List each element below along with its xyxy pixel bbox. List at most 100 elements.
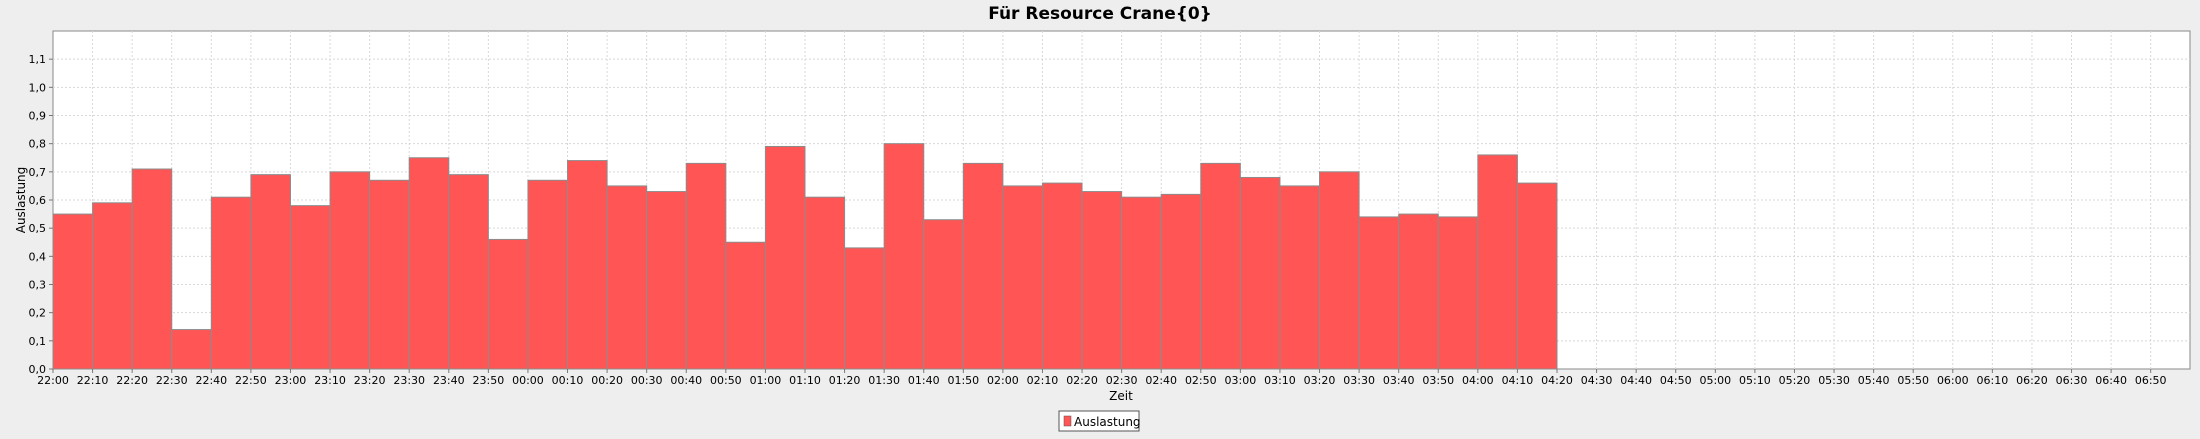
legend-label: Auslastung (1074, 415, 1141, 429)
x-tick-label: 00:50 (710, 374, 742, 387)
x-tick-label: 05:40 (1858, 374, 1890, 387)
x-tick-label: 04:30 (1581, 374, 1613, 387)
x-tick-label: 04:00 (1462, 374, 1494, 387)
bar (923, 219, 964, 370)
x-axis: 22:00 22:10 22:20 22:30 22:40 22:50 23:00 23:10… (37, 369, 2167, 387)
x-tick-label: 01:30 (868, 374, 900, 387)
bar (685, 162, 727, 370)
legend-box (1058, 410, 1140, 432)
x-tick-label: 00:40 (670, 374, 702, 387)
x-tick-label: 06:50 (2135, 374, 2167, 387)
x-tick-label: 22:20 (116, 374, 148, 387)
bar (764, 145, 806, 370)
bar (1081, 191, 1123, 370)
bar (1477, 154, 1518, 370)
bar (1239, 176, 1281, 370)
x-tick-label: 06:40 (2095, 374, 2127, 387)
y-tick-label: 0,5 (29, 222, 47, 235)
bar (52, 213, 94, 370)
x-tick-label: 06:20 (2016, 374, 2048, 387)
x-tick-label: 01:40 (908, 374, 940, 387)
bar (369, 179, 410, 370)
x-tick-label: 06:30 (2056, 374, 2088, 387)
bar (1358, 216, 1400, 370)
y-tick-label: 0,2 (29, 307, 47, 320)
bar (962, 162, 1004, 370)
x-tick-label: 01:00 (750, 374, 782, 387)
x-tick-label: 01:10 (789, 374, 821, 387)
x-tick-label: 05:00 (1699, 374, 1731, 387)
legend-swatch (1063, 415, 1072, 427)
bar (448, 174, 489, 370)
x-tick-label: 02:50 (1185, 374, 1217, 387)
bar (1319, 171, 1360, 370)
bar (1279, 185, 1321, 370)
bar (487, 238, 529, 370)
x-tick-label: 22:30 (156, 374, 188, 387)
x-tick-label: 03:40 (1383, 374, 1415, 387)
bar (250, 174, 291, 370)
x-tick-label: 02:00 (987, 374, 1019, 387)
x-tick-label: 02:30 (1106, 374, 1138, 387)
x-tick-label: 22:00 (37, 374, 69, 387)
x-tick-label: 03:20 (1304, 374, 1336, 387)
x-tick-label: 03:50 (1422, 374, 1454, 387)
x-tick-label: 01:20 (829, 374, 861, 387)
bar (1002, 185, 1043, 370)
x-tick-label: 01:50 (947, 374, 979, 387)
y-tick-label: 0,4 (29, 250, 47, 263)
x-tick-label: 04:50 (1660, 374, 1692, 387)
y-tick-label: 0,9 (29, 110, 47, 123)
bar (606, 185, 648, 370)
bar (131, 168, 173, 370)
bar (329, 171, 371, 370)
y-tick-label: 1,1 (29, 53, 47, 66)
x-tick-label: 00:00 (512, 374, 544, 387)
x-tick-label: 23:40 (433, 374, 465, 387)
x-tick-label: 22:50 (235, 374, 267, 387)
y-axis: 0,0 0,1 0,2 0,3 0,4 0,5 0,6 0,7 0,8 0,9 1,0 1,1 (29, 53, 53, 376)
y-tick-label: 0,3 (29, 279, 47, 292)
bar (1041, 182, 1083, 370)
x-tick-label: 04:40 (1620, 374, 1652, 387)
x-tick-label: 23:20 (354, 374, 386, 387)
bar (171, 329, 212, 370)
x-tick-label: 05:10 (1739, 374, 1771, 387)
x-axis-label: Zeit (1109, 389, 1133, 403)
x-tick-label: 05:20 (1779, 374, 1811, 387)
bar (725, 241, 766, 370)
x-tick-label: 23:30 (393, 374, 425, 387)
y-tick-label: 0,6 (29, 194, 47, 207)
x-tick-label: 02:40 (1145, 374, 1177, 387)
x-tick-label: 23:50 (473, 374, 505, 387)
bar (646, 191, 687, 370)
bar (844, 247, 885, 370)
x-tick-label: 03:30 (1343, 374, 1375, 387)
bar (1398, 213, 1439, 370)
bar (883, 143, 925, 370)
bar (210, 196, 252, 370)
bar (1121, 196, 1162, 370)
y-tick-label: 0,1 (29, 335, 47, 348)
y-tick-label: 0,8 (29, 138, 47, 151)
x-tick-label: 06:10 (1977, 374, 2009, 387)
x-tick-label: 03:00 (1225, 374, 1257, 387)
bar (1200, 162, 1241, 370)
bar (567, 160, 608, 370)
x-tick-label: 04:10 (1502, 374, 1534, 387)
y-tick-label: 0,7 (29, 166, 47, 179)
x-tick-label: 05:30 (1818, 374, 1850, 387)
x-tick-label: 02:10 (1027, 374, 1059, 387)
bar (1516, 182, 1558, 370)
bars (52, 143, 1558, 370)
bar (527, 179, 569, 370)
x-tick-label: 00:20 (591, 374, 623, 387)
x-tick-label: 02:20 (1066, 374, 1098, 387)
x-tick-label: 23:10 (314, 374, 346, 387)
bar (289, 205, 331, 370)
x-tick-label: 04:20 (1541, 374, 1573, 387)
x-tick-label: 22:40 (195, 374, 227, 387)
chart-title: Für Resource Crane{0} (988, 4, 1212, 24)
bar (804, 196, 846, 370)
x-tick-label: 00:10 (552, 374, 584, 387)
